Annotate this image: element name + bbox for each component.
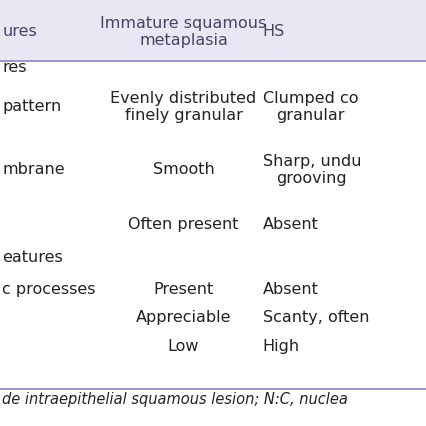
Text: Evenly distributed
finely granular: Evenly distributed finely granular (110, 91, 256, 123)
Text: Smooth: Smooth (153, 162, 214, 177)
Text: Scanty, often: Scanty, often (262, 310, 368, 325)
Text: c processes: c processes (2, 282, 95, 297)
Text: mbrane: mbrane (2, 162, 65, 177)
Text: Present: Present (153, 282, 213, 297)
Text: Immature squamous
metaplasia: Immature squamous metaplasia (100, 16, 266, 48)
Text: de intraepithelial squamous lesion; N:C, nuclea: de intraepithelial squamous lesion; N:C,… (2, 391, 347, 406)
Text: Sharp, undu
grooving: Sharp, undu grooving (262, 153, 360, 186)
Text: Appreciable: Appreciable (135, 310, 231, 325)
Text: High: High (262, 339, 299, 354)
Text: HS: HS (262, 24, 284, 40)
Text: Absent: Absent (262, 282, 318, 297)
Text: Absent: Absent (262, 217, 318, 232)
Text: Often present: Often present (128, 217, 238, 232)
Text: ures: ures (2, 24, 37, 40)
Text: pattern: pattern (2, 99, 61, 114)
Text: Clumped co
granular: Clumped co granular (262, 91, 357, 123)
Text: res: res (2, 60, 26, 75)
Text: eatures: eatures (2, 250, 63, 265)
Bar (0, 0, 426, 60)
Text: Low: Low (167, 339, 199, 354)
